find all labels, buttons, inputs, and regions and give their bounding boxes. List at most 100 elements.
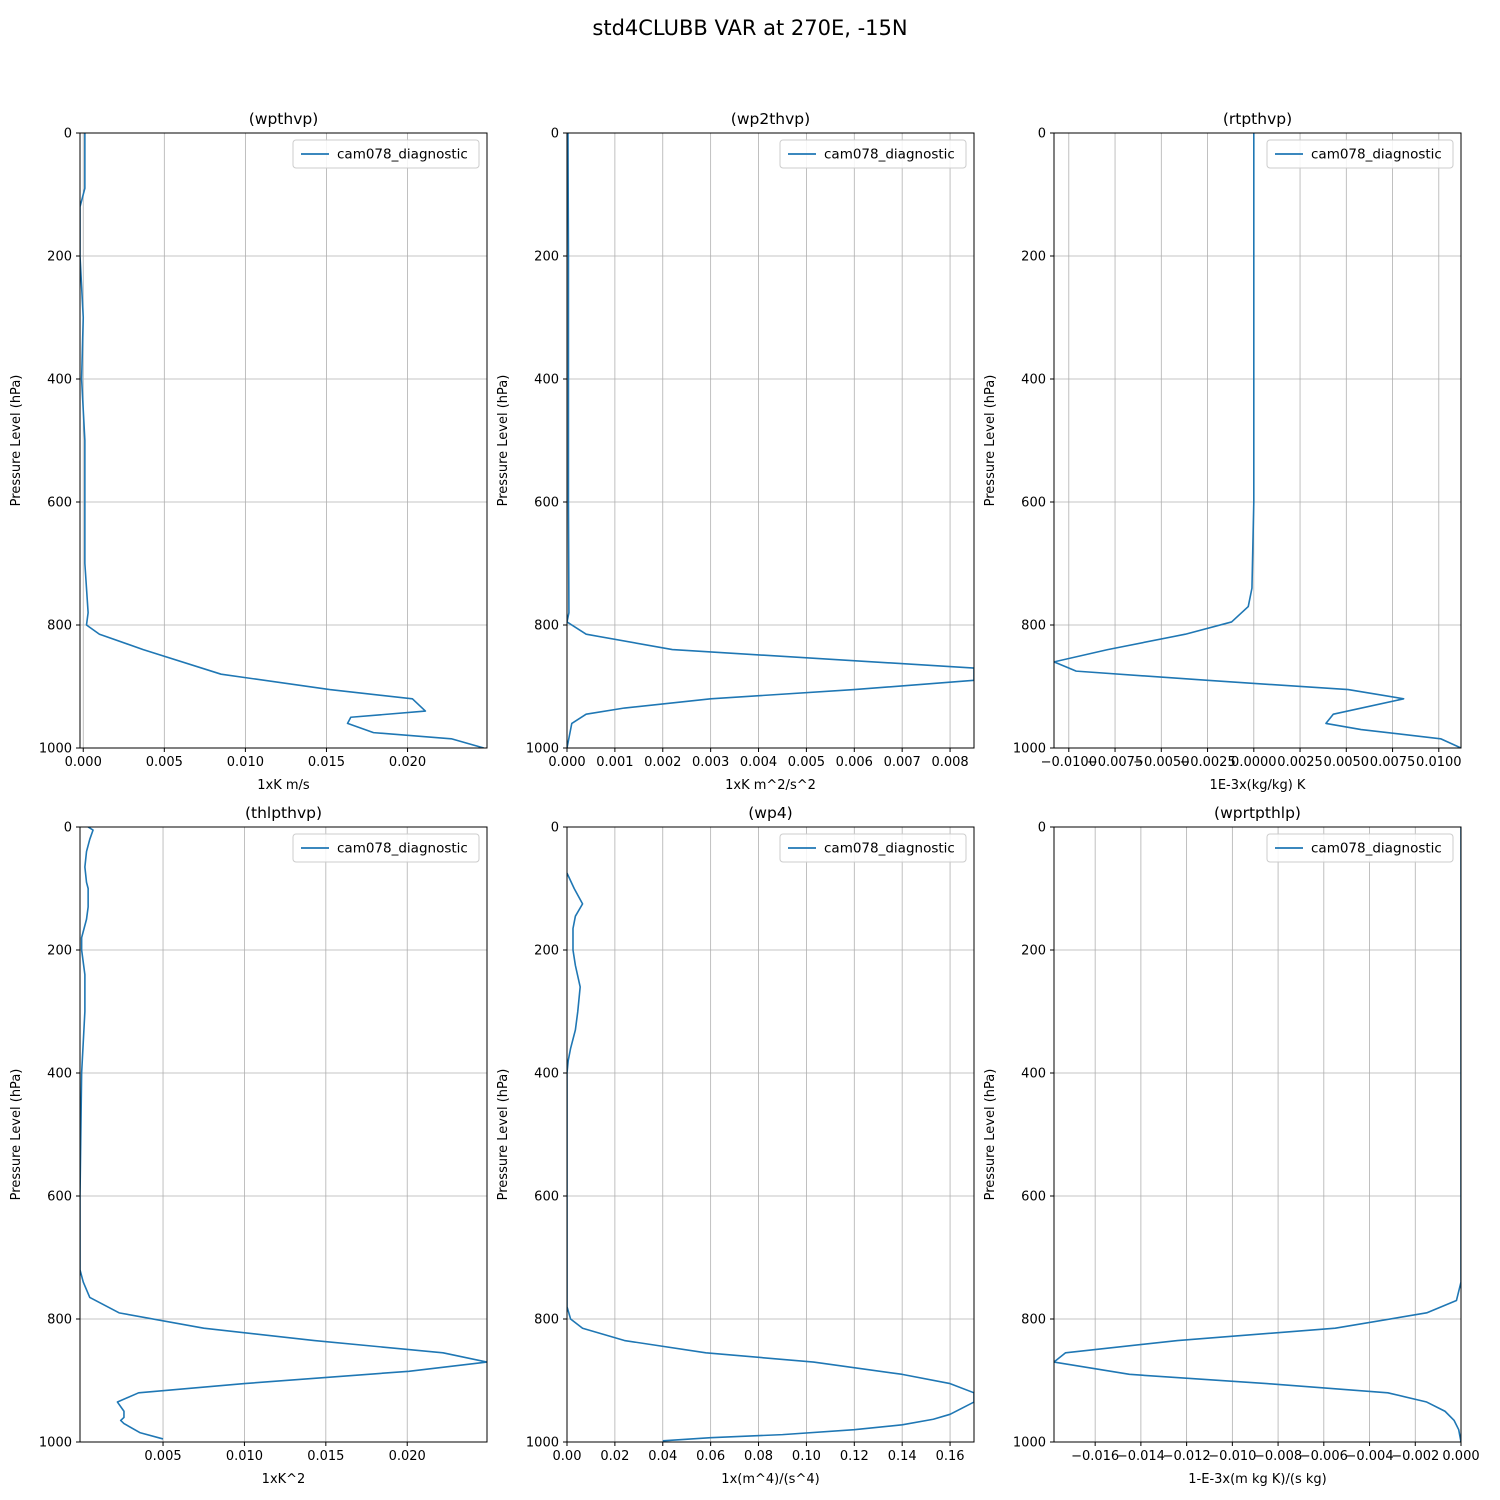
subplot-title: (wp4)	[748, 804, 792, 822]
x-tick-label: 0.000	[65, 755, 102, 770]
subplot-title: (wp2thvp)	[731, 110, 810, 128]
subplot-2: 0.000 0.001 0.002 0.003 0.004 0.005 0.006 0.007…	[496, 110, 975, 793]
x-axis-label: 1E-3x(kg/kg) K	[1210, 778, 1306, 793]
y-tick-label: 0	[1038, 127, 1046, 142]
legend-box	[779, 833, 967, 863]
y-tick-label: 1000	[1013, 742, 1046, 757]
x-tick-label: −0.0075	[1087, 755, 1143, 770]
legend-label: cam078_diagnostic	[337, 841, 468, 857]
y-tick-label: 0	[551, 127, 559, 142]
y-tick-label: 400	[1021, 1067, 1046, 1082]
y-tick-label: 600	[47, 496, 72, 511]
axes-frame	[79, 826, 488, 1443]
series-line-1	[1054, 133, 1461, 748]
subplot-title: (wpthvp)	[249, 110, 319, 128]
axes-frame	[566, 826, 975, 1443]
legend-label: cam078_diagnostic	[1311, 147, 1442, 163]
x-tick-label: 0.004	[740, 755, 777, 770]
y-tick-label: 400	[47, 1067, 72, 1082]
x-tick-label: 0.015	[307, 1449, 344, 1464]
x-tick-label: 0.08	[744, 1449, 773, 1464]
x-tick-label: 0.06	[696, 1449, 725, 1464]
figure-title: std4CLUBB VAR at 270E, -15N	[592, 16, 908, 40]
subplot-4: 0.005 0.010 0.015 0.020 0 200 400 600 800 1000 (th…	[9, 804, 488, 1487]
y-tick-label: 200	[1021, 250, 1046, 265]
x-tick-label: −0.012	[1163, 1449, 1211, 1464]
axes-frame	[1053, 132, 1462, 749]
subplot-title: (rtpthvp)	[1223, 110, 1292, 128]
legend-box	[1266, 139, 1454, 169]
x-tick-label: 0.003	[692, 755, 729, 770]
x-tick-label: −0.0100	[1041, 755, 1097, 770]
series-line-1	[80, 827, 487, 1440]
x-tick-label: 0.007	[884, 755, 921, 770]
axes-frame	[79, 132, 488, 749]
y-tick-label: 1000	[39, 1436, 72, 1451]
subplot-title: (thlpthvp)	[245, 804, 322, 822]
y-axis-label: Pressure Level (hPa)	[496, 375, 511, 507]
x-tick-label: 0.010	[227, 755, 264, 770]
y-tick-label: 1000	[1013, 1436, 1046, 1451]
x-tick-label: −0.014	[1117, 1449, 1165, 1464]
x-tick-label: 0.005	[788, 755, 825, 770]
x-tick-label: 0.04	[648, 1449, 677, 1464]
x-tick-label: 0.000	[1442, 1449, 1479, 1464]
axes-frame	[566, 132, 975, 749]
y-tick-label: 400	[534, 1067, 559, 1082]
y-tick-label: 400	[47, 373, 72, 388]
legend-label: cam078_diagnostic	[337, 147, 468, 163]
x-axis-label: 1xK m/s	[257, 778, 310, 793]
y-axis-label: Pressure Level (hPa)	[496, 1069, 511, 1201]
y-tick-label: 600	[534, 1190, 559, 1205]
x-tick-label: 0.020	[389, 1449, 426, 1464]
y-tick-label: 800	[534, 1313, 559, 1328]
x-axis-label: 1xK m^2/s^2	[725, 778, 816, 793]
x-tick-label: 0.008	[931, 755, 968, 770]
y-tick-label: 600	[1021, 1190, 1046, 1205]
y-axis-label: Pressure Level (hPa)	[983, 1069, 998, 1201]
x-tick-label: 0.005	[144, 1449, 181, 1464]
y-tick-label: 800	[1021, 1313, 1046, 1328]
y-tick-label: 400	[1021, 373, 1046, 388]
x-tick-label: 0.0000	[1231, 755, 1277, 770]
y-tick-label: 600	[1021, 496, 1046, 511]
subplot-5: 0.00 0.02 0.04 0.06 0.08 0.10 0.12 0.14 0.16 0 200…	[496, 804, 975, 1487]
x-tick-label: 0.00	[553, 1449, 582, 1464]
x-tick-label: −0.002	[1391, 1449, 1439, 1464]
legend-label: cam078_diagnostic	[824, 841, 955, 857]
y-axis-label: Pressure Level (hPa)	[9, 375, 24, 507]
x-tick-label: −0.006	[1300, 1449, 1348, 1464]
x-tick-label: −0.0025	[1179, 755, 1235, 770]
y-tick-label: 600	[47, 1190, 72, 1205]
y-tick-label: 1000	[526, 742, 559, 757]
x-tick-label: 0.020	[389, 755, 426, 770]
x-tick-label: 0.0025	[1277, 755, 1323, 770]
axes-frame	[1053, 826, 1462, 1443]
y-tick-label: 0	[64, 127, 72, 142]
subplot-6: −0.016−0.014−0.012−0.010−0.008−0.006−0.0…	[983, 804, 1480, 1487]
x-tick-label: 0.02	[600, 1449, 629, 1464]
series-line-1	[1054, 827, 1461, 1442]
x-tick-label: 0.010	[226, 1449, 263, 1464]
subplot-title: (wprtpthlp)	[1214, 804, 1301, 822]
x-tick-label: 0.005	[146, 755, 183, 770]
x-tick-label: 0.10	[792, 1449, 821, 1464]
y-tick-label: 800	[1021, 619, 1046, 634]
legend-box	[1266, 833, 1454, 863]
y-tick-label: 400	[534, 373, 559, 388]
x-axis-label: 1xK^2	[262, 1472, 306, 1487]
legend-label: cam078_diagnostic	[1311, 841, 1442, 857]
legend-box	[779, 139, 967, 169]
y-tick-label: 200	[47, 944, 72, 959]
x-tick-label: 0.002	[644, 755, 681, 770]
y-tick-label: 200	[1021, 944, 1046, 959]
x-tick-label: −0.010	[1208, 1449, 1256, 1464]
x-tick-label: 0.015	[308, 755, 345, 770]
y-tick-label: 800	[534, 619, 559, 634]
y-tick-label: 0	[551, 821, 559, 836]
y-tick-label: 600	[534, 496, 559, 511]
x-tick-label: 0.001	[596, 755, 633, 770]
legend-label: cam078_diagnostic	[824, 147, 955, 163]
x-tick-label: 0.16	[936, 1449, 965, 1464]
